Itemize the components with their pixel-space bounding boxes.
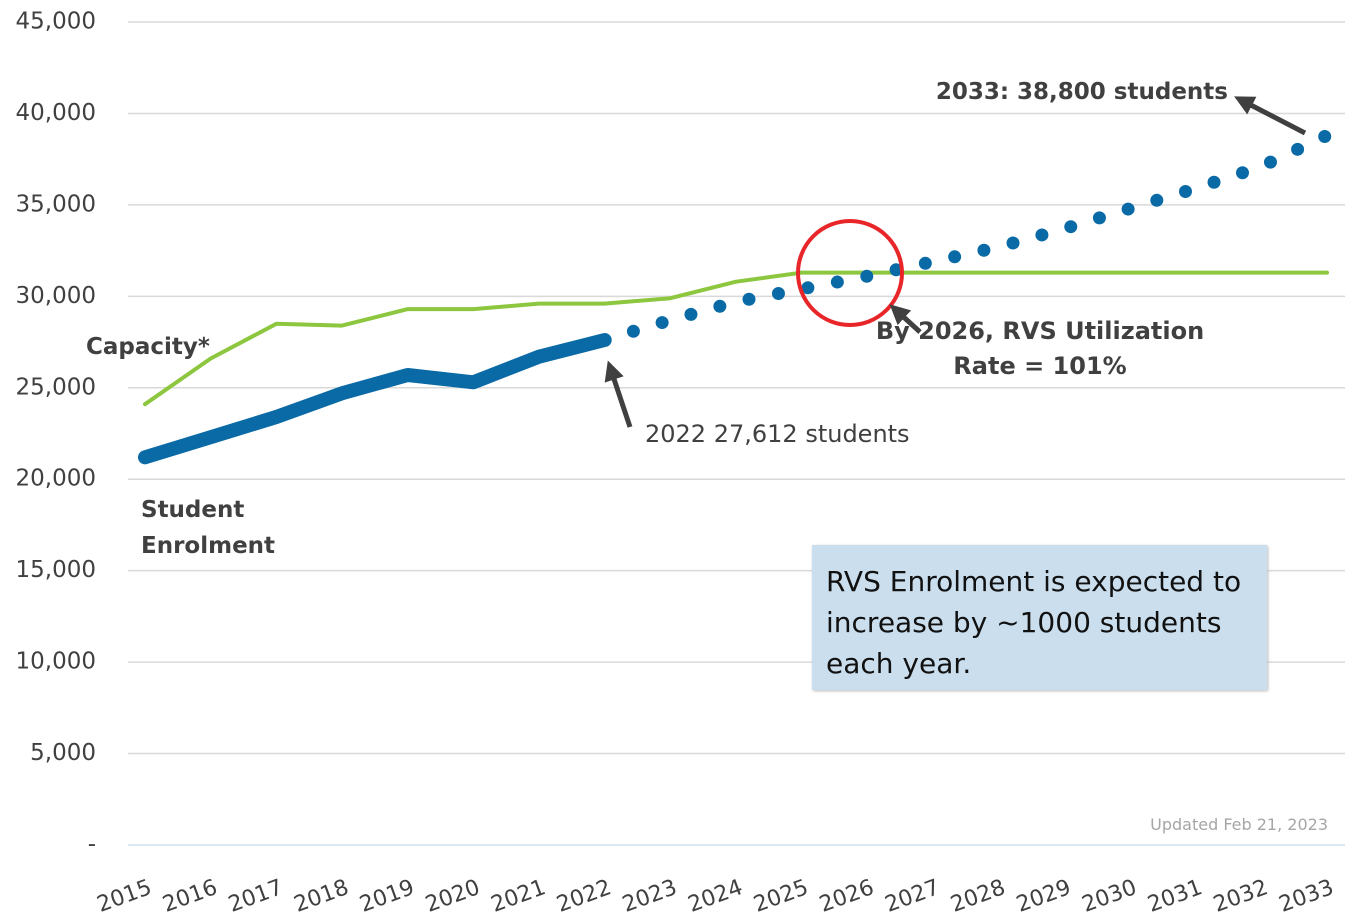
x-tick-label: 2018 (291, 875, 352, 917)
series-label: Capacity* (86, 334, 210, 360)
x-tick-label: 2019 (357, 875, 418, 917)
x-tick-label: 2027 (882, 875, 943, 917)
x-tick-label: 2021 (488, 875, 549, 917)
series-line (143, 270, 1329, 407)
y-tick-label: 15,000 (16, 557, 96, 583)
y-tick-label: 45,000 (16, 9, 96, 35)
updated-note: Updated Feb 21, 2023 (1150, 815, 1328, 834)
x-tick-label: 2030 (1079, 875, 1140, 917)
x-tick-label: 2020 (422, 875, 483, 917)
series-line (598, 128, 1334, 347)
annotation: By 2026, RVS Utilization Rate = 101% (875, 317, 1205, 380)
annotation: 2033: 38,800 students (936, 79, 1228, 105)
arrow (604, 360, 633, 428)
y-tick-label: 35,000 (16, 191, 96, 217)
arrow (1234, 96, 1307, 136)
x-tick-label: 2031 (1145, 875, 1206, 917)
x-tick-label: 2026 (816, 875, 877, 917)
x-tick-label: 2016 (160, 875, 221, 917)
y-tick-label: 30,000 (16, 283, 96, 309)
x-tick-label: 2017 (225, 875, 286, 917)
x-tick-label: 2023 (619, 875, 680, 917)
note-box: RVS Enrolment is expected to increase by… (812, 545, 1267, 690)
y-tick-label: 40,000 (16, 100, 96, 126)
annotation: 2022 27,612 students (645, 420, 910, 448)
arrow (889, 304, 922, 334)
series-label: Student Enrolment (141, 497, 276, 559)
highlight-circle (796, 219, 904, 327)
x-tick-label: 2024 (685, 875, 746, 917)
x-tick-label: 2033 (1276, 875, 1337, 917)
x-tick-label: 2032 (1210, 875, 1271, 917)
x-tick-label: 2029 (1013, 875, 1074, 917)
y-tick-label: 10,000 (16, 649, 96, 675)
series-line (138, 333, 612, 465)
y-tick-label: 5,000 (30, 740, 96, 766)
x-tick-label: 2015 (94, 875, 155, 917)
y-tick-label: - (88, 832, 96, 858)
y-tick-label: 20,000 (16, 466, 96, 492)
x-tick-label: 2022 (554, 875, 615, 917)
x-tick-label: 2028 (948, 875, 1009, 917)
y-tick-label: 25,000 (16, 374, 96, 400)
x-tick-label: 2025 (751, 875, 812, 917)
